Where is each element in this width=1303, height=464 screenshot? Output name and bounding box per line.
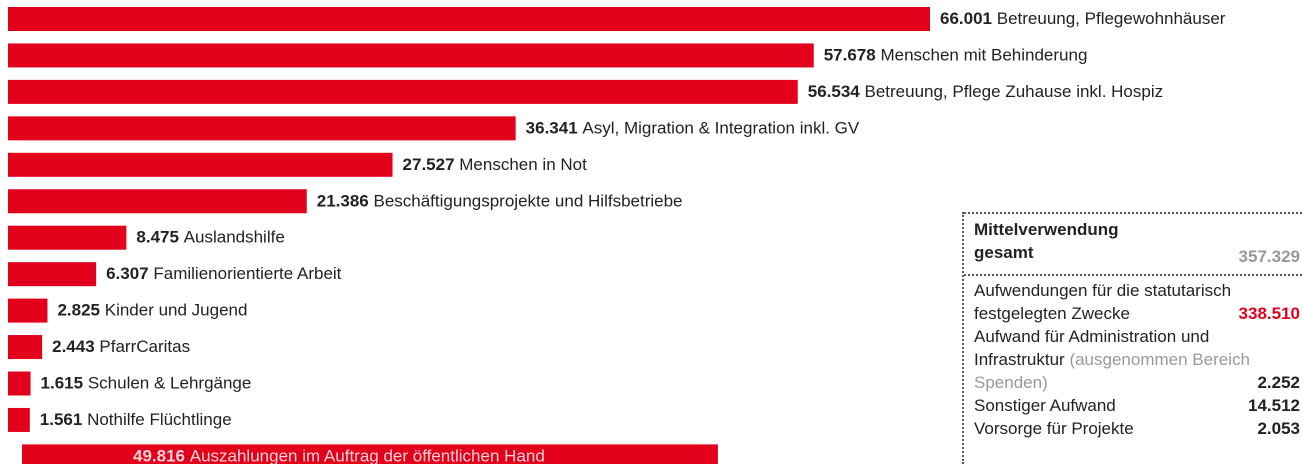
bar-label: 66.001 Betreuung, Pflegewohnhäuser [940,9,1226,28]
bar-label: 8.475 Auslandshilfe [136,228,284,247]
bar-label: 36.341 Asyl, Migration & Integration ink… [526,119,860,138]
bar [8,7,930,31]
item-value: 14.512 [1248,396,1300,415]
bar [8,407,30,432]
category-label: Betreuung, Pflege Zuhause inkl. Hospiz [864,82,1163,101]
category-label: Nothilfe Flüchtlinge [87,410,232,429]
summary-item: Aufwand für Administration und Infrastru… [964,325,1302,394]
bar [8,43,814,68]
item-value: 2.053 [1257,419,1300,438]
summary-box: Mittelverwendung gesamt 357.329 Aufwendu… [962,212,1302,464]
category-label: Asyl, Migration & Integration inkl. GV [582,119,860,138]
bar-label: 27.527 Menschen in Not [403,155,588,174]
category-label: PfarrCaritas [99,338,190,357]
item-value: 2.252 [1257,373,1300,392]
bar-label: 1.561 Nothilfe Flüchtlinge [40,410,232,429]
bar-label: 56.534 Betreuung, Pflege Zuhause inkl. H… [808,82,1163,101]
item-label: Sonstiger Aufwand [974,396,1116,415]
category-label: Kinder und Jugend [105,301,248,320]
category-label: Menschen mit Behinderung [880,46,1087,65]
bar [8,298,48,323]
value-label: 21.386 [317,192,369,211]
category-label: Schulen & Lehrgänge [88,374,252,393]
bar [8,79,798,104]
value-label: 49.816 [133,447,185,464]
summary-item: Sonstiger Aufwand 14.512 [964,394,1302,417]
summary-total: 357.329 [1238,247,1300,266]
bar-label: 21.386 Beschäftigungsprojekte und Hilfsb… [317,192,683,211]
bar [8,116,516,141]
category-label: Familienorientierte Arbeit [153,265,341,284]
summary-item: Vorsorge für Projekte 2.053 [964,417,1302,440]
value-label: 2.443 [52,338,95,357]
item-value: 338.510 [1238,304,1300,323]
bar-label: 57.678 Menschen mit Behinderung [824,46,1088,65]
summary-title: Mittelverwendung gesamt [974,220,1119,262]
item-label: Aufwendungen für die statutarisch festge… [974,281,1232,323]
bar-label: 1.615 Schulen & Lehrgänge [41,374,252,393]
category-label: Menschen in Not [459,155,587,174]
value-label: 66.001 [940,9,992,28]
summary-item: Aufwendungen für die statutarisch festge… [964,279,1302,325]
category-label: Auszahlungen im Auftrag der öffentlichen… [190,447,545,464]
bar [8,335,43,360]
category-label: Auslandshilfe [184,228,285,247]
bar [8,225,127,250]
item-label: Aufwand für Administration und Infrastru… [974,327,1210,369]
value-label: 27.527 [403,155,455,174]
bar-label: 6.307 Familienorientierte Arbeit [106,265,342,284]
value-label: 36.341 [526,119,578,138]
category-label: Betreuung, Pflegewohnhäuser [997,9,1226,28]
bar [8,152,393,177]
bar [8,371,31,396]
value-label: 2.825 [57,301,100,320]
highlight-bar [22,444,718,464]
category-label: Beschäftigungsprojekte und Hilfsbetriebe [373,192,682,211]
summary-header: Mittelverwendung gesamt 357.329 [964,212,1302,276]
value-label: 1.561 [40,410,83,429]
item-label: Vorsorge für Projekte [974,419,1134,438]
bar [8,262,97,287]
value-label: 6.307 [106,265,149,284]
value-label: 8.475 [136,228,179,247]
value-label: 57.678 [824,46,876,65]
summary-items: Aufwendungen für die statutarisch festge… [964,276,1302,440]
highlight-label: 49.816 Auszahlungen im Auftrag der öffen… [133,447,545,464]
bar-label: 2.825 Kinder und Jugend [57,301,247,320]
item-note: (ausgenommen Bereich Spenden) [974,350,1250,392]
value-label: 56.534 [808,82,861,101]
value-label: 1.615 [41,374,84,393]
bar-label: 2.443 PfarrCaritas [52,338,190,357]
bar [8,189,307,214]
